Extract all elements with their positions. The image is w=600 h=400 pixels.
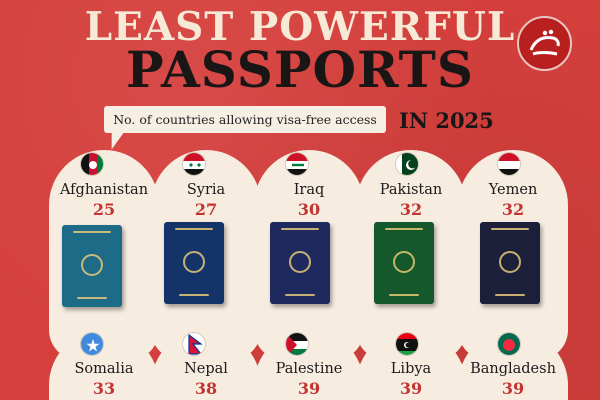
visa-free-count: 32 [501,200,525,219]
nepal-flag-icon [182,332,206,356]
visa-free-count: 38 [194,379,218,398]
year-label: IN 2025 [399,108,494,133]
country-name: Syria [186,182,226,198]
pakistan-flag-icon [395,152,419,176]
country-name: Bangladesh [470,361,556,377]
afghanistan-flag-icon [80,152,104,176]
visa-free-count: 39 [501,379,525,398]
syria-flag-icon [182,152,206,176]
brand-logo-icon [517,16,572,71]
visa-free-count: 32 [399,200,423,219]
passport-image [374,222,434,304]
subtitle-box: No. of countries allowing visa-free acce… [104,106,386,133]
title-line-1: LEAST POWERFUL [84,4,516,50]
title-line-2: PASSPORTS [125,40,474,99]
subtitle: No. of countries allowing visa-free acce… [113,112,377,127]
passport-image [164,222,224,304]
bangladesh-flag-icon [497,332,521,356]
yemen-flag-icon [497,152,521,176]
iraq-flag-icon [285,152,309,176]
country-name: Pakistan [379,182,443,198]
palestine-flag-icon [285,332,309,356]
country-name: Nepal [184,361,228,377]
visa-free-count: 27 [194,200,218,219]
visa-free-count: 33 [92,379,116,398]
somalia-flag-icon [80,332,104,356]
visa-free-count: 30 [297,200,321,219]
passport-image [62,225,122,307]
libya-flag-icon [395,332,419,356]
country-name: Yemen [488,182,538,198]
visa-free-count: 25 [92,200,116,219]
country-name: Afghanistan [59,182,149,198]
visa-free-count: 39 [399,379,423,398]
passport-image [270,222,330,304]
visa-free-count: 39 [297,379,321,398]
passport-image [480,222,540,304]
country-name: Somalia [74,361,134,377]
country-name: Palestine [275,361,343,377]
country-name: Libya [390,361,432,377]
country-name: Iraq [293,182,325,198]
